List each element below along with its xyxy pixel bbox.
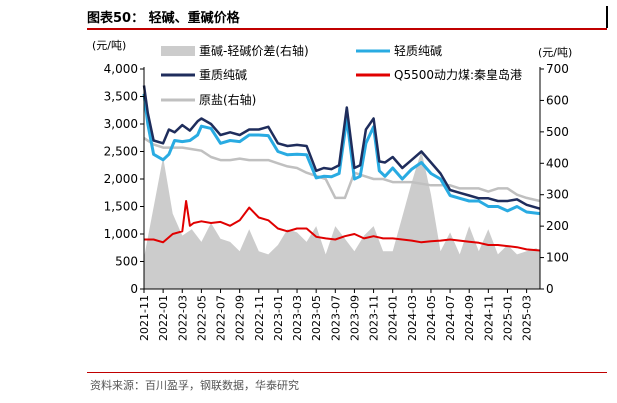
title-bar: 图表50： 轻碱、重碱价格 bbox=[87, 6, 607, 30]
series-area-spread bbox=[144, 150, 540, 289]
figure-title: 图表50： 轻碱、重碱价格 bbox=[87, 11, 240, 26]
right-tick-label: 700 bbox=[546, 62, 569, 76]
x-tick-label: 2023-11 bbox=[368, 295, 381, 341]
right-tick-label: 0 bbox=[546, 282, 554, 296]
x-tick-label: 2022-05 bbox=[195, 295, 208, 341]
left-tick-label: 1,500 bbox=[104, 200, 138, 214]
x-tick-label: 2022-07 bbox=[215, 295, 228, 341]
right-tick-label: 400 bbox=[546, 156, 569, 170]
legend-swatch bbox=[161, 46, 195, 56]
x-tick-label: 2023-07 bbox=[329, 295, 342, 341]
left-tick-label: 2,000 bbox=[104, 172, 138, 186]
legend-label: 重碱-轻碱价差(右轴) bbox=[199, 43, 309, 58]
series-line-2 bbox=[142, 85, 541, 210]
left-axis-unit: (元/吨) bbox=[92, 39, 126, 52]
footer-divider bbox=[87, 372, 607, 373]
series-line-4 bbox=[143, 137, 541, 203]
x-tick-label: 2024-03 bbox=[406, 295, 419, 341]
legend-label: 轻质纯碱 bbox=[394, 44, 442, 58]
right-tick-label: 600 bbox=[546, 93, 569, 107]
right-tick-label: 200 bbox=[546, 219, 569, 233]
left-tick-label: 4,000 bbox=[104, 62, 138, 76]
right-axis-unit: (元/吨) bbox=[538, 46, 572, 59]
series-line-1 bbox=[142, 93, 541, 216]
left-tick-label: 2,500 bbox=[104, 145, 138, 159]
right-tick-label: 500 bbox=[546, 125, 569, 139]
right-tick-label: 100 bbox=[546, 251, 569, 265]
x-tick-label: 2023-09 bbox=[348, 295, 361, 341]
left-tick-label: 0 bbox=[130, 282, 138, 296]
left-tick-label: 3,000 bbox=[104, 117, 138, 131]
x-tick-label: 2024-05 bbox=[425, 295, 438, 341]
x-tick-label: 2025-03 bbox=[521, 295, 534, 341]
legend-label: 重质纯碱 bbox=[199, 68, 247, 82]
page-edge-mark bbox=[606, 6, 616, 28]
x-tick-label: 2022-11 bbox=[253, 295, 266, 341]
x-tick-label: 2024-09 bbox=[463, 295, 476, 341]
x-tick-label: 2023-05 bbox=[310, 295, 323, 341]
series-line-3 bbox=[144, 200, 541, 252]
left-tick-label: 1,000 bbox=[104, 227, 138, 241]
x-tick-label: 2022-01 bbox=[157, 295, 170, 341]
left-tick-label: 3,500 bbox=[104, 90, 138, 104]
x-tick-label: 2024-07 bbox=[444, 295, 457, 341]
x-tick-label: 2021-11 bbox=[138, 295, 151, 341]
x-tick-label: 2024-01 bbox=[387, 295, 400, 341]
lines-layer bbox=[142, 85, 541, 252]
x-tick-label: 2025-01 bbox=[501, 295, 514, 341]
source-note: 资料来源：百川盈孚，钢联数据，华泰研究 bbox=[90, 379, 299, 392]
x-tick-label: 2024-11 bbox=[482, 295, 495, 341]
right-tick-label: 300 bbox=[546, 188, 569, 202]
x-tick-label: 2023-01 bbox=[272, 295, 285, 341]
area-layer bbox=[144, 150, 540, 289]
axes-layer: 0 500 1,000 1,500 2,000 2,500 3,000 3,500 4,000 0… bbox=[104, 62, 569, 341]
legend-label: 原盐(右轴) bbox=[199, 92, 256, 107]
legend-label: Q5500动力煤:秦皇岛港 bbox=[394, 67, 522, 82]
x-tick-label: 2022-03 bbox=[176, 295, 189, 341]
x-tick-label: 2022-09 bbox=[234, 295, 247, 341]
x-tick-label: 2023-03 bbox=[291, 295, 304, 341]
left-tick-label: 500 bbox=[115, 255, 138, 269]
